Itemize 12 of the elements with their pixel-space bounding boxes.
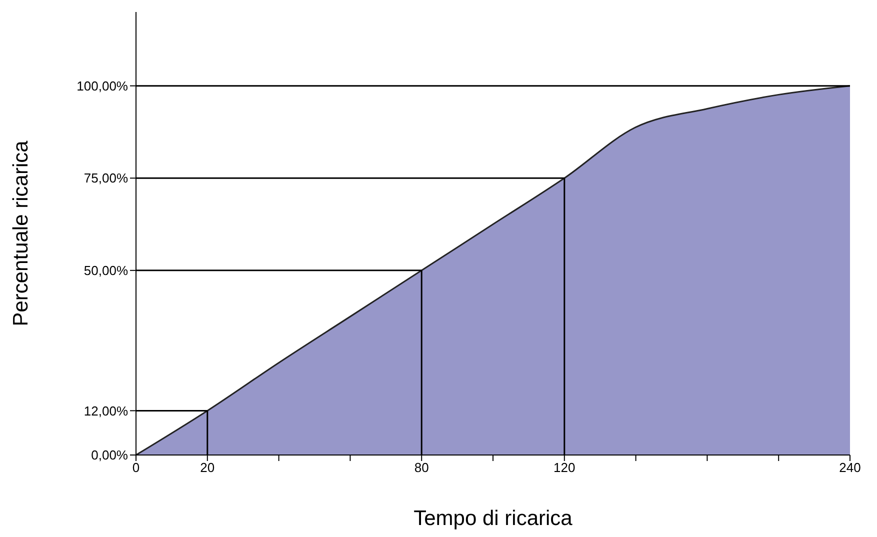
y-tick-label: 12,00% [84, 403, 128, 418]
y-tick-label: 100,00% [76, 78, 128, 94]
x-tick-label: 240 [839, 460, 861, 476]
y-tick-label: 50,00% [84, 263, 128, 278]
y-axis-title: Percentuale ricarica [9, 140, 32, 326]
x-tick-label: 120 [554, 460, 576, 476]
y-tick-label: 75,00% [84, 170, 128, 186]
x-axis-title: Tempo di ricarica [414, 507, 573, 530]
x-tick-label: 80 [414, 460, 429, 476]
x-tick-label: 0 [132, 460, 140, 476]
x-tick-label: 20 [200, 460, 215, 476]
y-tick-label: 0,00% [91, 448, 128, 463]
